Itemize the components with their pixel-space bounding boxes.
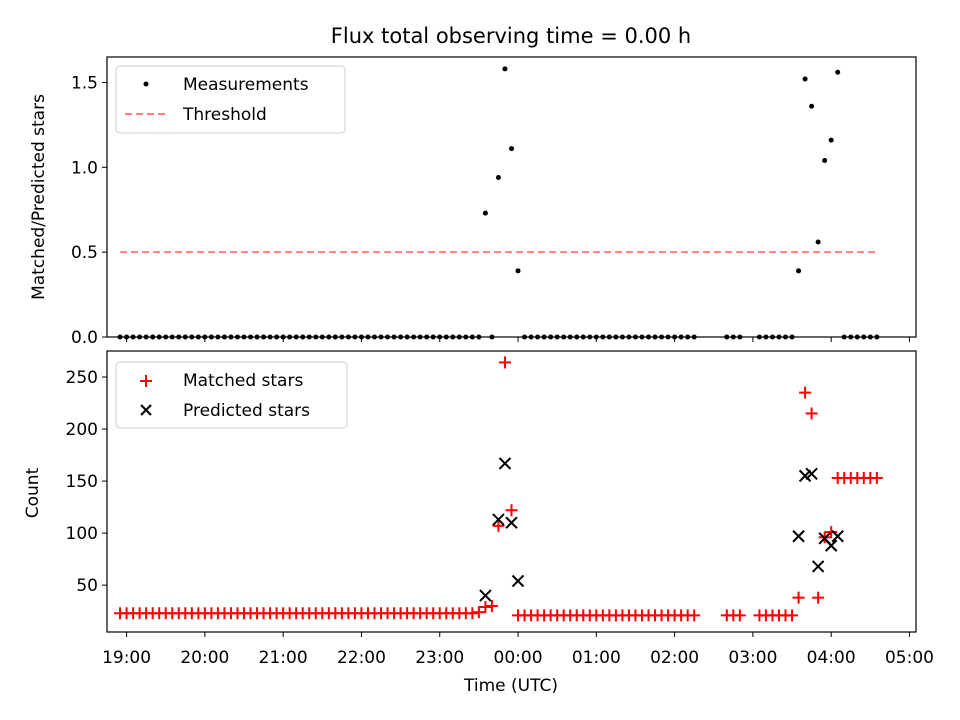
top-y-tick-label: 1.0 — [71, 158, 98, 178]
predicted-star-point — [505, 516, 518, 529]
legend-predicted-marker — [140, 404, 152, 416]
matched-star-point — [799, 386, 812, 399]
predicted-star-point — [811, 560, 825, 573]
predicted-star-point — [498, 457, 512, 470]
measurement-point — [815, 239, 821, 245]
top-data-marks — [117, 66, 880, 340]
bottom-x-tick-label: 03:00 — [728, 648, 777, 668]
legend-predicted-label: Predicted stars — [183, 401, 310, 421]
chart-title: Flux total observing time = 0.00 h — [331, 24, 691, 48]
measurement-point — [822, 158, 828, 164]
predicted-star-point — [792, 530, 805, 543]
bottom-y-axis-ticks: 50 100 150 200 250 — [66, 368, 107, 596]
measurement-point — [482, 210, 488, 216]
top-panel: Flux total observing time = 0.00 h 0.00.… — [29, 24, 917, 348]
legend-measurements-marker — [143, 81, 149, 87]
bottom-x-tick-label: 21:00 — [259, 648, 308, 668]
predicted-star-point — [511, 574, 525, 588]
bottom-x-tick-label: 01:00 — [572, 648, 621, 668]
bottom-plot-frame — [106, 350, 917, 633]
bottom-x-tick-label: 22:00 — [337, 648, 386, 668]
matched-star-point — [498, 356, 511, 369]
matched-star-point — [805, 407, 818, 420]
legend-matched-marker — [140, 375, 152, 387]
top-x-axis-ticks — [126, 337, 910, 342]
bottom-y-tick-label: 100 — [66, 524, 98, 544]
bottom-data-marks — [114, 356, 883, 622]
bottom-y-tick-label: 150 — [66, 472, 98, 492]
predicted-star-point — [824, 539, 838, 552]
bottom-x-axis-ticks: 19:00 20:00 21:00 22:00 23:00 00:00 01:00 02:00… — [102, 632, 934, 668]
predicted-star-point — [831, 530, 844, 543]
matched-star-point — [733, 609, 746, 622]
top-legend: Measurements Threshold — [115, 65, 346, 134]
top-legend-frame — [115, 65, 346, 134]
bottom-x-tick-label: 05:00 — [885, 648, 934, 668]
measurement-point — [828, 137, 834, 143]
bottom-x-tick-label: 20:00 — [180, 648, 229, 668]
bottom-y-axis-label: Count — [23, 467, 43, 518]
bottom-legend: Matched stars Predicted stars — [115, 361, 348, 429]
matched-star-point — [792, 591, 805, 604]
measurement-point — [835, 69, 841, 75]
measurement-point — [502, 66, 508, 72]
measurement-point — [515, 268, 521, 274]
matched-star-point — [870, 471, 883, 484]
matched-star-point — [825, 526, 838, 539]
measurement-point — [495, 174, 501, 180]
bottom-x-tick-label: 00:00 — [494, 648, 543, 668]
matched-star-point — [479, 601, 492, 614]
predicted-star-point — [479, 589, 492, 602]
top-y-axis-label: Matched/Predicted stars — [29, 94, 49, 300]
legend-threshold-label: Threshold — [182, 105, 267, 125]
top-y-tick-label: 1.5 — [71, 73, 98, 93]
top-y-tick-label: 0.0 — [71, 328, 98, 348]
bottom-legend-frame — [115, 361, 348, 429]
measurement-point — [809, 103, 815, 109]
bottom-y-tick-label: 250 — [66, 368, 98, 388]
measurement-point — [796, 268, 802, 274]
matched-star-point — [688, 609, 701, 622]
matched-star-point — [505, 504, 518, 517]
top-y-axis-ticks: 0.0 0.5 1.0 1.5 — [71, 73, 107, 348]
top-plot-frame — [106, 56, 917, 338]
legend-matched-label: Matched stars — [183, 371, 303, 391]
bottom-y-tick-label: 200 — [66, 420, 98, 440]
legend-measurements-label: Measurements — [183, 75, 309, 95]
bottom-y-tick-label: 50 — [76, 576, 98, 596]
matched-star-point — [786, 609, 799, 622]
predicted-star-point — [805, 467, 818, 481]
matched-star-point — [492, 519, 505, 532]
matched-star-point — [485, 599, 498, 612]
bottom-x-tick-label: 23:00 — [415, 648, 464, 668]
matched-star-point — [812, 591, 825, 604]
bottom-panel: 50 100 150 200 250 19:00 20:00 21:00 22:00 23:00… — [23, 350, 934, 696]
matched-star-point — [466, 607, 479, 620]
predicted-star-point — [492, 513, 505, 526]
bottom-x-tick-label: 02:00 — [650, 648, 699, 668]
measurement-point — [802, 76, 808, 82]
matched-star-point — [472, 606, 485, 619]
top-y-tick-label: 0.5 — [71, 243, 98, 263]
measurement-point — [509, 146, 514, 152]
bottom-x-axis-label: Time (UTC) — [463, 676, 558, 696]
bottom-x-tick-label: 19:00 — [102, 648, 151, 668]
bottom-x-tick-label: 04:00 — [807, 648, 856, 668]
